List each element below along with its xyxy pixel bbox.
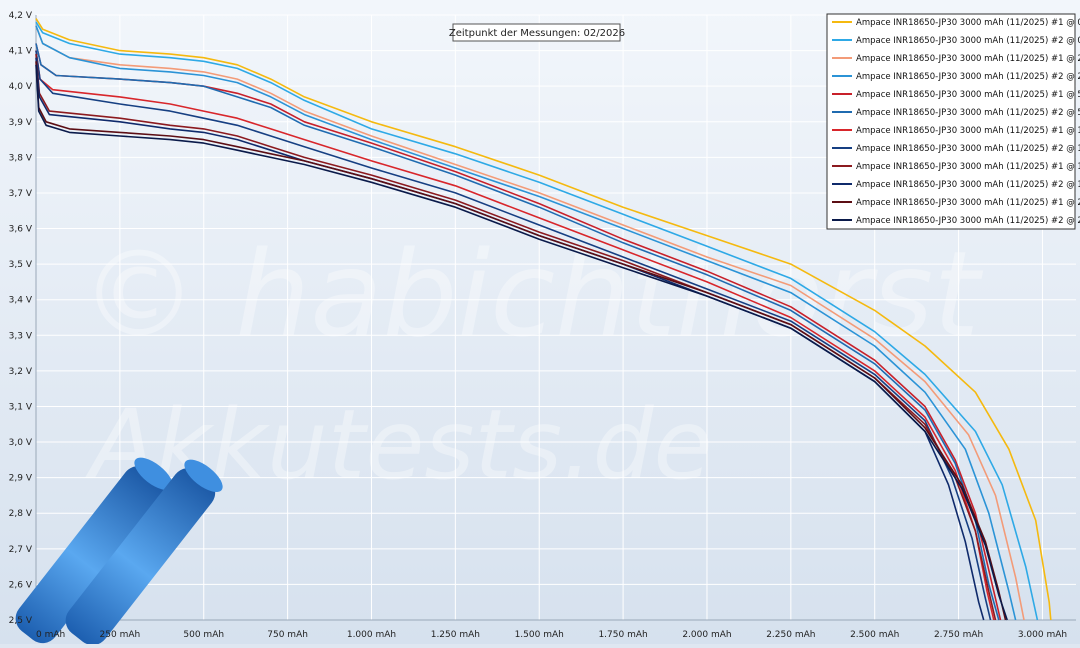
legend-entry-1: Ampace INR18650-JP30 3000 mAh (11/2025) … [856,18,1080,28]
legend-entry-9: Ampace INR18650-JP30 3000 mAh (11/2025) … [856,162,1080,172]
legend-entry-8: Ampace INR18650-JP30 3000 mAh (11/2025) … [856,144,1080,154]
series-line-7 [35,50,995,621]
y-tick-label: 2,8 V [9,509,33,519]
legend-entry-10: Ampace INR18650-JP30 3000 mAh (11/2025) … [856,180,1080,190]
y-tick-label: 2,7 V [9,545,33,555]
y-tick-label: 3,5 V [9,260,33,270]
x-axis-ticks: 0 mAh 250 mAh 500 mAh 750 mAh 1.000 mAh 1.250… [36,630,1067,640]
x-tick-label: 500 mAh [183,630,224,640]
y-tick-label: 3,9 V [9,118,33,128]
x-tick-label: 1.000 mAh [347,630,396,640]
legend-entry-2: Ampace INR18650-JP30 3000 mAh (11/2025) … [856,36,1080,46]
y-tick-label: 3,2 V [9,367,33,377]
x-tick-label: 2.000 mAh [682,630,731,640]
watermark: © habichthorst Akkutests.de [80,225,983,501]
legend-entry-11: Ampace INR18650-JP30 3000 mAh (11/2025) … [856,198,1080,208]
legend-entry-12: Ampace INR18650-JP30 3000 mAh (11/2025) … [856,216,1080,226]
y-tick-label: 4,1 V [9,47,33,57]
y-axis-ticks: 2,5 V 2,6 V 2,7 V 2,8 V 2,9 V 3,0 V 3,1 V 3,2 V… [9,11,33,626]
y-tick-label: 3,1 V [9,402,33,412]
y-tick-label: 2,9 V [9,474,33,484]
x-tick-label: 2.500 mAh [850,630,899,640]
series-line-4 [35,25,1017,621]
x-tick-label: 3.000 mAh [1018,630,1067,640]
y-tick-label: 3,6 V [9,225,33,235]
series-lines [35,18,1052,621]
x-tick-label: 1.750 mAh [598,630,647,640]
y-tick-label: 3,0 V [9,438,33,448]
series-line-12 [35,64,1008,621]
series-line-11 [35,61,1007,621]
y-tick-label: 4,2 V [9,11,33,21]
x-tick-label: 750 mAh [267,630,308,640]
measurement-date-text: Zeitpunkt der Messungen: 02/2026 [449,28,625,39]
x-tick-label: 1.500 mAh [515,630,564,640]
legend-entry-5: Ampace INR18650-JP30 3000 mAh (11/2025) … [856,90,1080,100]
measurement-date-annotation: Zeitpunkt der Messungen: 02/2026 [449,23,625,42]
series-line-1 [35,18,1052,621]
y-tick-label: 2,6 V [9,580,33,590]
y-tick-label: 3,7 V [9,189,33,199]
battery-cells-photo [15,457,223,646]
y-tick-label: 3,3 V [9,331,33,341]
legend-entry-7: Ampace INR18650-JP30 3000 mAh (11/2025) … [856,126,1080,136]
series-line-3 [35,25,1025,621]
series-line-6 [35,43,1000,621]
x-tick-label: 1.250 mAh [431,630,480,640]
x-tick-label: 2.250 mAh [766,630,815,640]
legend-entry-6: Ampace INR18650-JP30 3000 mAh (11/2025) … [856,108,1080,118]
x-tick-label: 250 mAh [100,630,141,640]
y-tick-label: 2,5 V [9,616,33,626]
y-tick-label: 3,8 V [9,153,33,163]
y-tick-label: 4,0 V [9,82,33,92]
x-tick-label: 0 mAh [36,630,65,640]
watermark-line-1: © habichthorst [80,225,983,363]
legend-entry-4: Ampace INR18650-JP30 3000 mAh (11/2025) … [856,72,1080,82]
x-tick-label: 2.750 mAh [934,630,983,640]
legend: Ampace INR18650-JP30 3000 mAh (11/2025) … [826,13,1080,230]
legend-entry-3: Ampace INR18650-JP30 3000 mAh (11/2025) … [856,54,1080,64]
y-tick-label: 3,4 V [9,296,33,306]
series-line-2 [35,21,1039,621]
